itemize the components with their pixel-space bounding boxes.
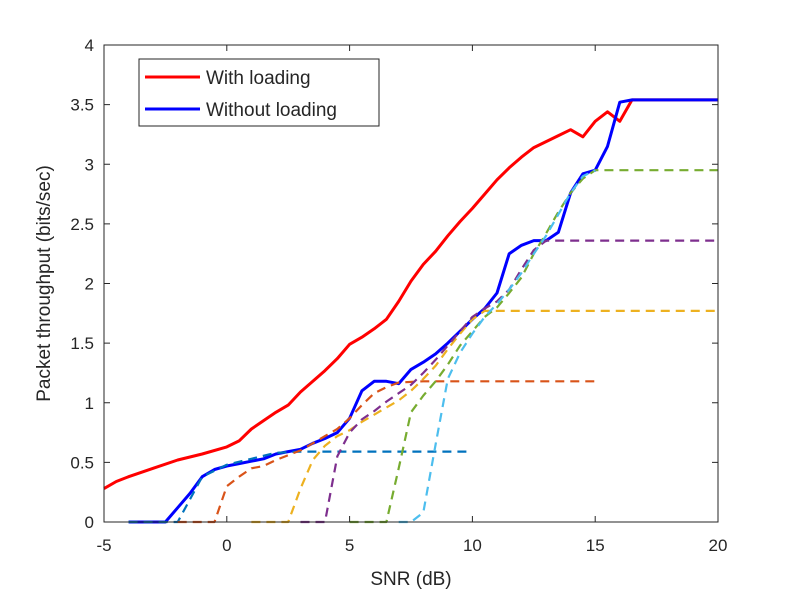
legend-label-with-loading: With loading (206, 68, 311, 89)
y-tick-label: 1.5 (70, 334, 94, 353)
series-line-dashed-6 (349, 169, 718, 524)
series-line-dashed-3 (177, 380, 596, 524)
legend-box (138, 58, 380, 127)
series-line-without-loading (128, 98, 718, 524)
series-line-dashed-2 (128, 450, 473, 524)
y-tick-label: 1 (85, 394, 94, 413)
legend: With loading Without loading (138, 58, 380, 127)
y-tick-label: 3 (85, 155, 94, 174)
y-tick-label: 4 (85, 36, 94, 55)
x-tick-label: -5 (96, 536, 111, 555)
x-tick-label: 10 (463, 536, 482, 555)
y-tick-label: 2 (85, 275, 94, 294)
y-tick-label: 3.5 (70, 96, 94, 115)
x-tick-label: 15 (586, 536, 605, 555)
series-line-dashed-5 (300, 239, 718, 524)
series-layer (103, 98, 718, 524)
series-line-dashed-4 (251, 309, 718, 524)
series-line-dashed-7 (398, 169, 596, 524)
y-tick-label: 0.5 (70, 453, 94, 472)
x-tick-label: 0 (222, 536, 231, 555)
y-axis-title: Packet throughput (bits/sec) (34, 165, 55, 402)
legend-label-without-loading: Without loading (206, 100, 337, 121)
y-tick-label: 0 (85, 513, 94, 532)
x-tick-label: 5 (345, 536, 354, 555)
x-axis-title: SNR (dB) (370, 569, 451, 590)
series-line-with-loading (103, 98, 718, 490)
x-tick-label: 20 (709, 536, 728, 555)
y-tick-label: 2.5 (70, 215, 94, 234)
